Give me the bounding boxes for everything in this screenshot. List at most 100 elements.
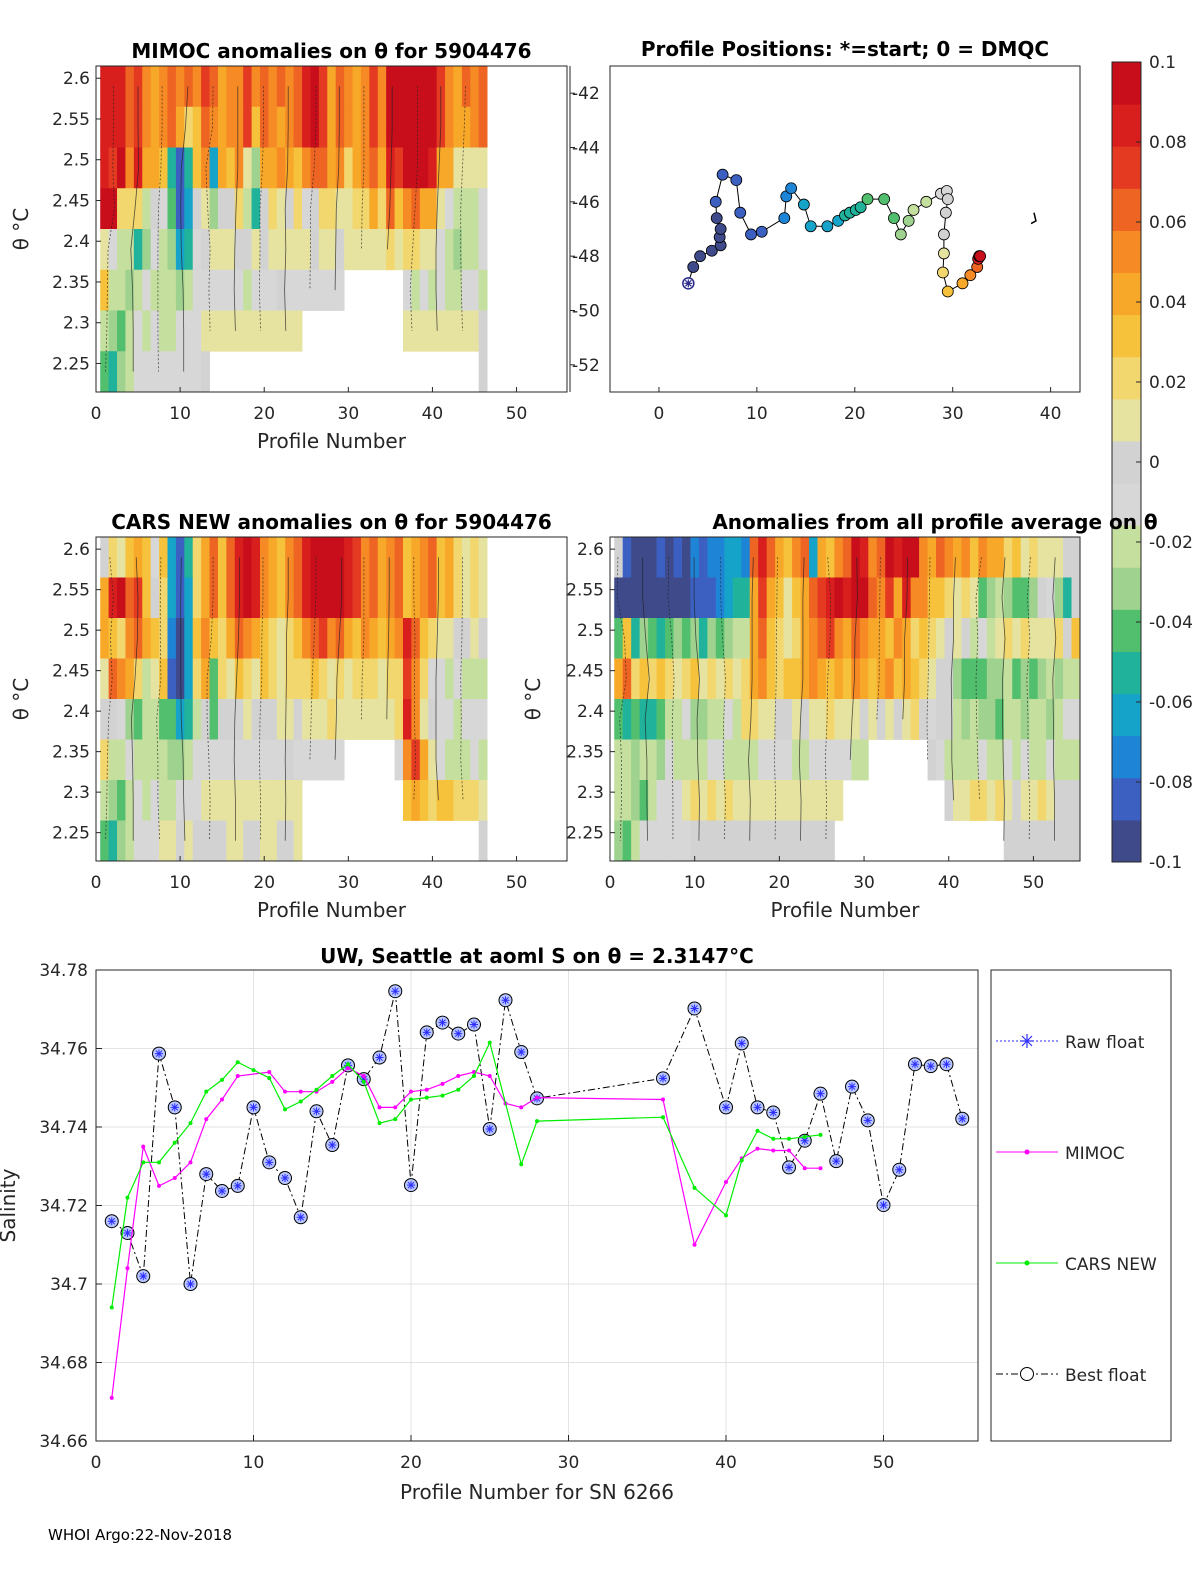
heatmap-cell [673,739,683,781]
profile-position-point [797,198,810,211]
heatmap-cell [360,66,370,108]
y-tick-label: 2.55 [566,581,604,601]
contour-line [824,557,832,841]
heatmap-cell [386,618,395,659]
heatmap-cell [445,188,454,230]
heatmap-cell [944,577,954,619]
series-point [487,1073,492,1078]
series-point [724,1213,728,1218]
heatmap-cell [159,699,168,740]
heatmap-cell [775,658,785,700]
heatmap-cell [809,820,818,862]
heatmap-cell [184,618,194,659]
heatmap-cell [394,537,404,578]
heatmap-cell [648,780,657,821]
heatmap-cell [377,699,387,740]
heatmap-cell [1037,577,1047,619]
heatmap-cell [285,147,295,189]
heatmap-cell [715,780,725,821]
heatmap-cell [276,820,286,862]
heatmap-cell [226,699,236,740]
heatmap-cell [749,820,759,862]
series-point [283,1089,287,1094]
heatmap-cell [268,66,278,108]
y-tick-label: 2.25 [566,824,604,844]
raw-float-point [517,1048,526,1057]
heatmap-cell [834,658,844,700]
series-point [298,1089,303,1094]
heatmap-cell [969,699,979,740]
heatmap-cell [681,699,691,740]
y-tick-label: 2.5 [577,621,604,641]
heatmap-cell [936,739,945,781]
heatmap-cell [766,658,776,700]
heatmap-cell [327,147,337,189]
heatmap-cell [902,699,912,740]
x-tick-label: 0 [91,1453,102,1473]
heatmap-cell [201,537,210,578]
series-point [519,1162,524,1167]
x-tick-label: 50 [1023,873,1045,893]
heatmap-cell [986,537,996,578]
heatmap-cell [936,577,945,619]
heatmap-cell [243,310,252,352]
heatmap-cell [749,618,759,659]
heatmap-cell [707,780,717,821]
heatmap-cell [461,147,471,189]
heatmap-cell [1046,699,1055,740]
heatmap-cell [100,577,110,619]
heatmap-cell [707,820,717,862]
profile-position-point [694,250,706,263]
heatmap-cell [344,658,353,700]
heatmap-cell [108,351,118,393]
colorbar-tick-label: -0.08 [1149,773,1193,793]
contour-line [413,557,417,801]
heatmap-cell [293,106,303,148]
colorbar-tick-label: -0.1 [1149,853,1182,873]
heatmap-cell [150,537,160,578]
heatmap-cell [681,780,691,821]
profile-position-point [964,269,977,282]
heatmap-cell [681,739,691,781]
heatmap-cell [876,658,886,700]
heatmap-cell [184,351,194,393]
series-point [661,1115,665,1120]
heatmap-cell [461,618,471,659]
contour-line [386,557,390,720]
series-point [220,1097,224,1102]
series-point [424,1087,429,1092]
series-point [346,1066,350,1071]
heatmap-cell [1020,537,1030,578]
y-axis-label: θ °C [521,678,545,721]
series-point [125,1266,130,1271]
heatmap-cell [243,269,252,311]
series-point [472,1073,476,1078]
x-tick-label: 30 [942,404,964,424]
heatmap-cell [478,699,488,740]
heatmap-cell [893,577,903,619]
heatmap-cell [285,820,295,862]
heatmap-cell [175,820,185,862]
heatmap-cell [419,739,429,781]
heatmap-cell [961,618,971,659]
heatmap-cell [461,577,471,619]
heatmap-cell [251,618,261,659]
heatmap-cell [285,658,295,700]
heatmap-cell [377,147,387,189]
heatmap-cell [192,537,202,578]
profile-position-point [937,247,950,260]
heatmap-cell [360,147,370,189]
heatmap-cell [209,229,219,271]
heatmap-cell [614,699,624,740]
heatmap-cell [125,188,135,230]
heatmap-cell [243,820,252,862]
heatmap-cell [673,577,683,619]
heatmap-cell [944,699,954,740]
heatmap-cell [470,618,480,659]
heatmap-cell [1037,699,1047,740]
series-point [283,1107,287,1112]
heatmap-cell [969,780,979,821]
raw-float-point [753,1103,762,1112]
legend-marker-circle [1020,1367,1034,1381]
heatmap-cell [344,577,353,619]
